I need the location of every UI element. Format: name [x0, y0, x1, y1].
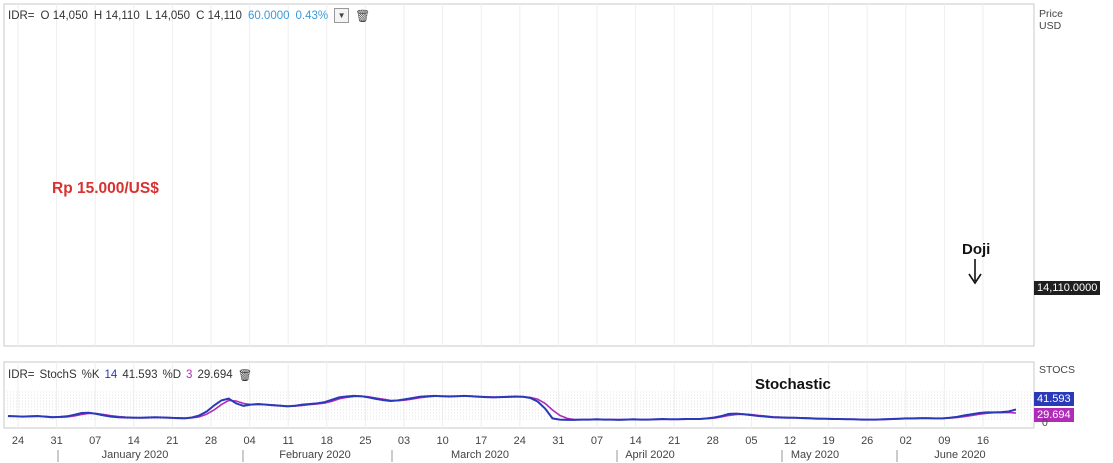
last-price-tag: 14,110.0000 — [1034, 281, 1101, 295]
axes: 14,00014,50015,00015,50016,00016,5002431… — [12, 435, 989, 462]
price-header: IDR= O 14,050 H 14,110 L 14,050 C 14,110… — [8, 8, 370, 23]
stoch-zero-label: 0 — [1042, 417, 1048, 429]
doji-arrow-head — [968, 273, 982, 285]
d-label: %D — [162, 369, 182, 381]
day-tick-label: 16 — [977, 435, 989, 447]
annotations: Rp 15.000/US$ Doji Stochastic — [52, 180, 990, 393]
grid — [3, 3, 1035, 429]
day-tick-label: 17 — [475, 435, 487, 447]
price-axis-title: Price — [1039, 8, 1063, 20]
day-tick-label: 21 — [668, 435, 680, 447]
day-tick-label: 24 — [514, 435, 526, 447]
stoch-name: StochS — [39, 369, 77, 381]
close-value: C 14,110 — [196, 9, 242, 22]
k-period: 14 — [104, 369, 118, 381]
month-label: January 2020 — [102, 449, 169, 461]
day-tick-label: 05 — [745, 435, 757, 447]
d-period: 3 — [186, 369, 193, 381]
k-label: %K — [81, 369, 100, 381]
day-tick-label: 31 — [50, 435, 62, 447]
stoch-k-line — [7, 394, 1017, 421]
day-tick-label: 07 — [89, 435, 101, 447]
day-tick-label: 18 — [321, 435, 333, 447]
high-value: H 14,110 — [93, 9, 140, 22]
day-tick-label: 09 — [938, 435, 950, 447]
stoch-axis-title: STOCS — [1039, 364, 1075, 376]
day-tick-label: 24 — [12, 435, 24, 447]
d-value: 29.694 — [197, 369, 233, 381]
month-label: February 2020 — [279, 449, 351, 461]
doji-annotation: Doji — [962, 241, 990, 258]
day-tick-label: 10 — [436, 435, 448, 447]
day-tick-label: 25 — [359, 435, 371, 447]
month-label: March 2020 — [451, 449, 509, 461]
day-tick-label: 21 — [166, 435, 178, 447]
day-tick-label: 04 — [243, 435, 255, 447]
low-value: L 14,050 — [145, 9, 191, 22]
stochastic-header: IDR= StochS %K 14 41.593 %D 3 29.694 🗑 — [8, 368, 252, 382]
stochastic-panel — [7, 394, 1017, 421]
symbol: IDR= — [8, 9, 35, 22]
stoch-trash-icon[interactable]: 🗑 — [237, 370, 253, 382]
price-panel-frame — [3, 3, 1035, 347]
day-tick-label: 12 — [784, 435, 796, 447]
day-tick-label: 11 — [282, 435, 293, 447]
day-tick-label: 07 — [591, 435, 603, 447]
day-tick-label: 02 — [900, 435, 912, 447]
stoch-symbol: IDR= — [8, 369, 35, 381]
price-axis-unit: USD — [1039, 20, 1062, 32]
day-tick-label: 03 — [398, 435, 410, 447]
day-tick-label: 19 — [822, 435, 834, 447]
k-tag: 41.593 — [1034, 392, 1074, 406]
day-tick-label: 31 — [552, 435, 564, 447]
month-label: April 2020 — [625, 449, 675, 461]
open-value: O 14,050 — [40, 9, 88, 22]
day-tick-label: 26 — [861, 435, 873, 447]
chevron-down-icon[interactable]: ▼ — [334, 8, 350, 23]
rupiah-annotation: Rp 15.000/US$ — [52, 180, 159, 197]
day-tick-label: 28 — [707, 435, 719, 447]
trash-icon[interactable]: 🗑 — [355, 8, 371, 23]
change-percent: 0.43% — [295, 9, 329, 22]
month-label: June 2020 — [934, 449, 985, 461]
day-tick-label: 14 — [128, 435, 140, 447]
d-tag: 29.694 — [1034, 408, 1074, 422]
k-value: 41.593 — [122, 369, 158, 381]
day-tick-label: 28 — [205, 435, 217, 447]
change-value: 60.0000 — [247, 9, 290, 22]
day-tick-label: 14 — [629, 435, 641, 447]
month-label: May 2020 — [791, 449, 839, 461]
stochastic-annotation: Stochastic — [755, 376, 831, 393]
